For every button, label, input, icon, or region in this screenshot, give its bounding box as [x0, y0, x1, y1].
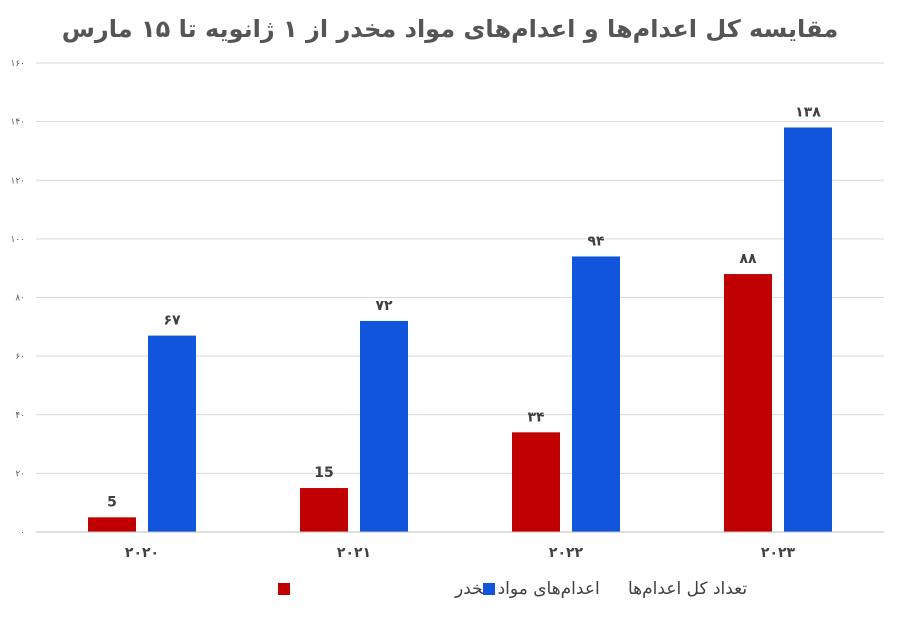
x-tick-label: ۲۰۲۰ [125, 545, 159, 561]
data-label: 5 [107, 494, 117, 510]
data-label: ۳۴ [527, 409, 545, 425]
data-label: ۹۴ [587, 233, 605, 249]
y-tick-label: ۱۶۰ [10, 59, 25, 69]
legend-swatch [278, 583, 290, 595]
x-tick-label: ۲۰۲۱ [337, 545, 371, 561]
legend-label: تعداد کل اعدام‌ها [628, 579, 747, 599]
bar [148, 335, 196, 532]
y-tick-label: ۴۰ [15, 411, 25, 421]
x-axis-tick-labels: ۲۰۲۰ ۲۰۲۱ ۲۰۲۲ ۲۰۲۳ [125, 545, 796, 561]
data-label: ۸۸ [739, 251, 757, 267]
bar [784, 127, 832, 533]
y-axis-tick-labels: ۰ ۲۰ ۴۰ ۶۰ ۸۰ ۱۰۰ ۱۲۰ ۱۴۰ ۱۶۰ [10, 59, 25, 538]
y-tick-label: ۶۰ [15, 352, 25, 362]
legend: اعدام‌های مواد مخدر تعداد کل اعدام‌ها [278, 579, 747, 599]
data-label: ۱۳۸ [795, 104, 821, 120]
data-label: ۶۷ [163, 313, 181, 329]
y-tick-label: ۱۴۰ [10, 118, 25, 128]
y-tick-label: ۲۰ [15, 469, 25, 479]
bar [360, 320, 408, 532]
data-labels: 5 ۶۷ 15 ۷۲ ۳۴ ۹۴ ۸۸ ۱۳۸ [107, 104, 821, 510]
y-tick-label: ۱۰۰ [10, 235, 25, 245]
bar [572, 256, 620, 532]
x-tick-label: ۲۰۲۲ [549, 545, 584, 561]
y-tick-label: ۱۲۰ [10, 176, 25, 186]
bars [88, 127, 832, 533]
y-tick-label: ۸۰ [15, 294, 25, 304]
bar [88, 517, 136, 532]
legend-swatch [483, 583, 495, 595]
bar [512, 432, 560, 532]
legend-label: اعدام‌های مواد مخدر [454, 579, 600, 599]
bar [300, 488, 348, 532]
bar [724, 274, 772, 532]
y-tick-label: ۰ [20, 528, 25, 538]
chart-title: مقایسه کل اعدام‌ها و اعدام‌های مواد مخدر… [62, 15, 838, 43]
x-tick-label: ۲۰۲۳ [761, 545, 796, 561]
data-label: ۷۲ [375, 298, 393, 314]
data-label: 15 [314, 465, 333, 481]
